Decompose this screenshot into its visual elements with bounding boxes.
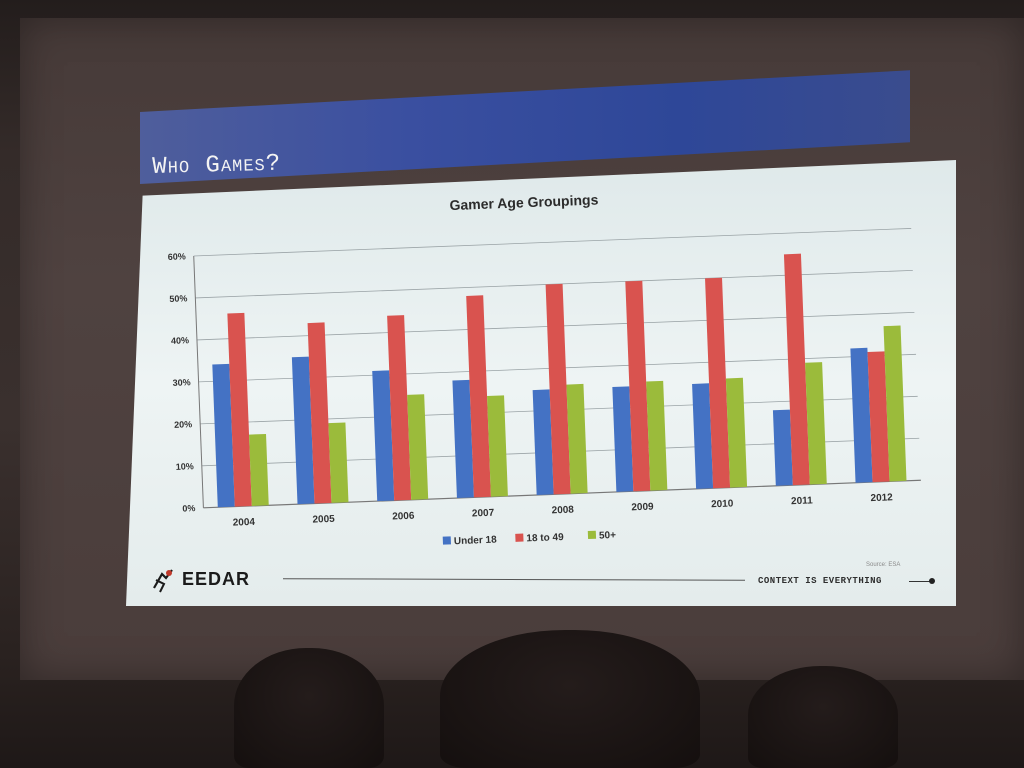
y-tick-label: 50% [169,293,187,304]
bar [783,253,810,486]
legend-swatch [587,530,597,540]
x-category-label: 2005 [312,514,335,526]
y-tick-label: 20% [174,419,192,430]
y-axis-line [193,255,204,508]
x-category-label: 2007 [472,508,495,520]
eedar-logo-text: EEDAR [182,569,251,589]
eedar-logo-icon [153,569,173,593]
x-axis-categories: 2004 2005 2006 2007 2008 2009 2010 2011 2012 [233,492,894,528]
bar [625,280,651,492]
bar [705,277,731,489]
x-category-label: 2004 [233,517,256,529]
audience-head-right [748,666,898,768]
bar [227,312,252,507]
chart-title: Gamer Age Groupings [449,191,599,213]
bar [883,325,907,482]
bar [452,379,474,499]
bar [566,383,588,494]
bar [291,356,315,505]
footer-source: Source: ESA [866,562,901,568]
bar [328,422,349,503]
y-tick-label: 0% [182,503,195,513]
chart-bars [212,253,907,508]
x-category-label: 2012 [870,492,893,504]
bar [466,295,491,498]
legend-swatch [442,536,451,545]
y-tick-label: 30% [172,377,190,388]
y-tick-label: 10% [176,461,194,472]
bar [545,283,571,495]
gridline [193,228,912,257]
bar [646,380,668,491]
y-tick-label: 60% [168,251,186,262]
legend-label: 18 to 49 [526,532,564,544]
bar [372,370,395,502]
bar [612,386,634,492]
bar [805,362,827,485]
x-category-label: 2011 [791,495,814,507]
bar [867,351,890,483]
footer-dot-line [909,581,931,582]
bar [387,315,412,501]
bar [850,347,873,483]
y-axis-ticks: 0% 10% 20% 30% 40% 50% 60% [168,251,196,513]
bar [407,394,429,500]
bar [772,409,793,486]
x-category-label: 2009 [631,502,654,514]
audience-head-center [440,630,700,768]
y-tick-label: 40% [171,335,189,346]
footer-tagline: CONTEXT IS EVERYTHING [758,576,882,586]
bar [249,433,269,506]
legend-label: Under 18 [454,535,498,548]
x-category-label: 2008 [551,505,574,517]
bar [725,377,748,488]
audience-head-left [234,648,384,768]
bar [307,322,332,504]
x-category-label: 2006 [392,511,415,523]
bar [212,363,235,508]
footer-dot [929,578,935,584]
legend-swatch [515,533,524,542]
x-category-label: 2010 [711,498,734,510]
chart-legend: Under 18 18 to 49 50+ [442,530,617,548]
bar [532,389,554,495]
legend-label: 50+ [599,530,617,542]
bar [487,395,508,497]
bar [692,383,714,489]
